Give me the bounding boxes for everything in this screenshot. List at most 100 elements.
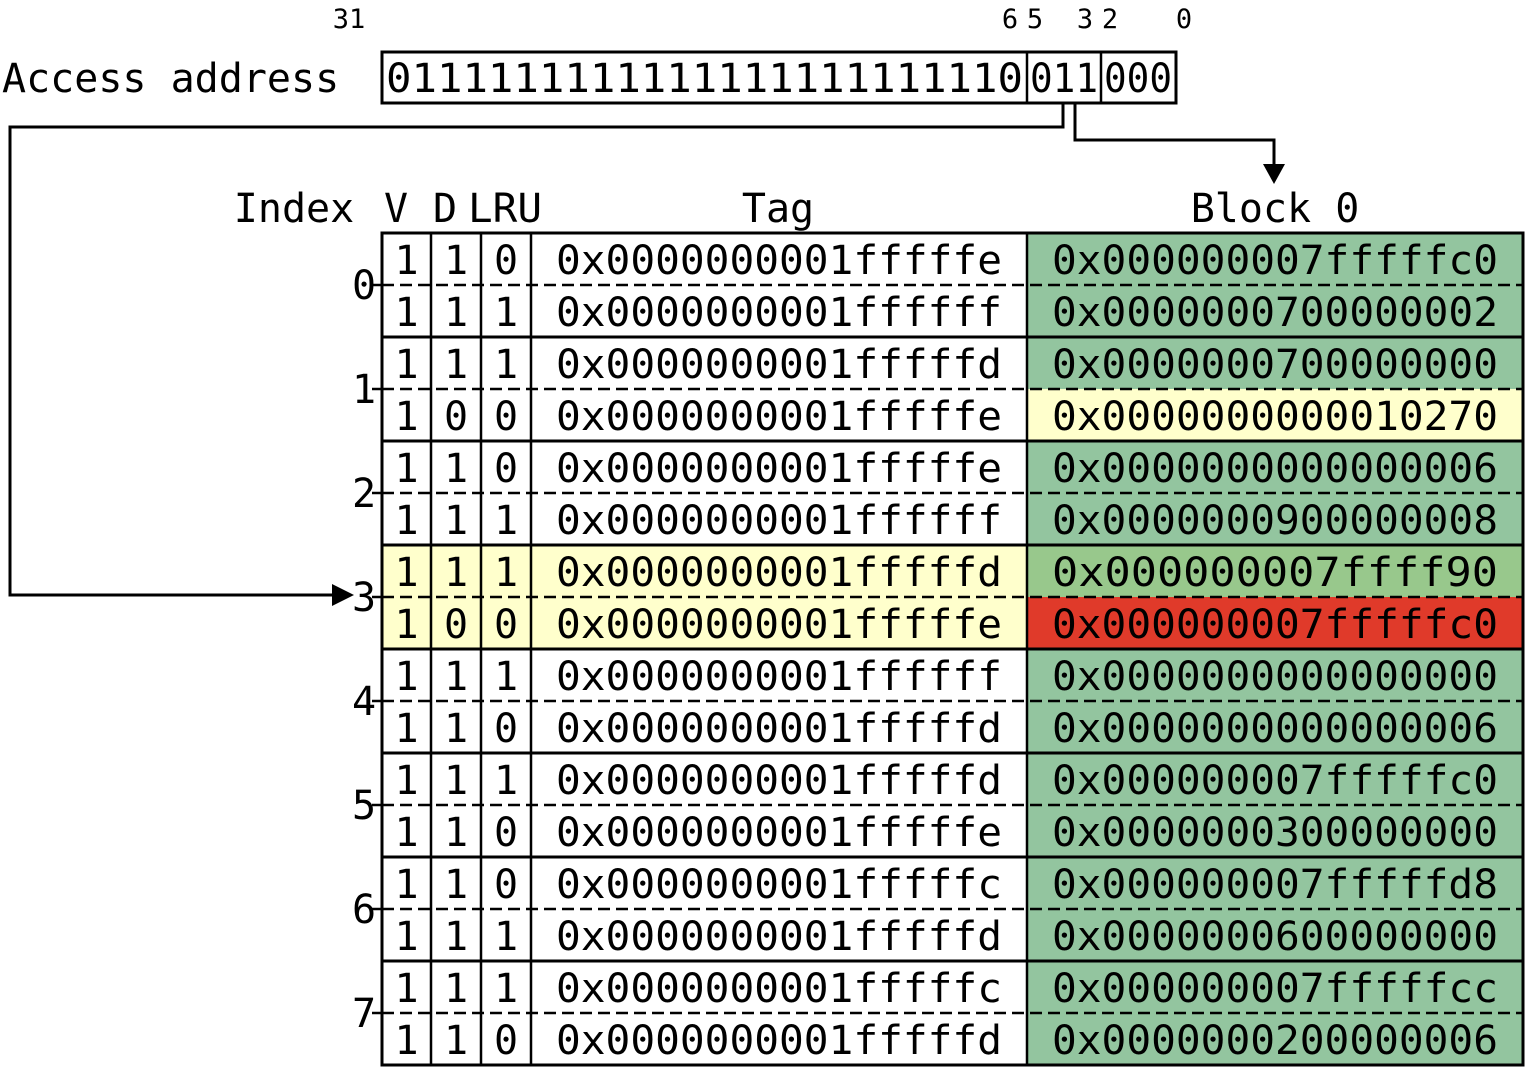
bit-label-2: 2 <box>1102 4 1118 35</box>
table-border <box>380 231 1525 1067</box>
bit-label-3: 3 <box>1077 4 1093 35</box>
table-row: 1 1 0 0x0000000001fffffd 0x0000000000000006 <box>382 701 1523 753</box>
table-row: 1 1 0 0x0000000001fffffe 0x0000000000000006 <box>382 441 1523 493</box>
valid-bit: 1 <box>394 862 418 908</box>
address-box: 0111111111111111111111110 011 000 <box>380 50 1178 105</box>
valid-bit: 1 <box>394 394 418 440</box>
row-data-bg <box>1027 337 1523 389</box>
row-meta-bg <box>382 805 1027 857</box>
row-data-bg <box>1027 233 1523 285</box>
access-address-label: Access address <box>2 56 339 102</box>
cache-set-1: 1 1 1 0x0000000001fffffd 0x00000007000000001… <box>352 335 1523 441</box>
tag-value: 0x0000000001fffffd <box>556 342 1002 388</box>
row-data-bg <box>1027 805 1523 857</box>
block-value: 0x0000000000000006 <box>1052 446 1498 492</box>
table-row: 1 1 0 0x0000000001fffffe 0x0000000300000000 <box>382 805 1523 857</box>
dirty-bit: 0 <box>444 394 468 440</box>
dirty-bit: 1 <box>444 498 468 544</box>
table-row: 1 1 1 0x0000000001fffffd 0x000000007fffffc0 <box>382 753 1523 805</box>
valid-bit: 1 <box>394 914 418 960</box>
row-data-bg <box>1027 545 1523 597</box>
dirty-bit: 1 <box>444 810 468 856</box>
row-data-bg <box>1027 493 1523 545</box>
tag-value: 0x0000000001fffffe <box>556 446 1002 492</box>
lru-bit: 1 <box>494 758 518 804</box>
row-meta-bg <box>382 233 1027 285</box>
row-meta-bg <box>382 285 1027 337</box>
block-value: 0x0000000000000000 <box>1052 654 1498 700</box>
valid-bit: 1 <box>394 238 418 284</box>
row-meta-bg <box>382 545 1027 597</box>
valid-bit: 1 <box>394 550 418 596</box>
block-value: 0x000000007fffffc0 <box>1052 758 1498 804</box>
address-offset-bits: 000 <box>1104 56 1172 102</box>
row-meta-bg <box>382 441 1027 493</box>
valid-bit: 1 <box>394 654 418 700</box>
valid-bit: 1 <box>394 290 418 336</box>
header-d: D <box>433 186 457 232</box>
lru-bit: 0 <box>494 810 518 856</box>
tag-value: 0x0000000001fffffc <box>556 862 1002 908</box>
valid-bit: 1 <box>394 706 418 752</box>
row-meta-bg <box>382 961 1027 1013</box>
table-row: 1 1 1 0x0000000001fffffd 0x0000000600000000 <box>382 909 1523 961</box>
row-data-bg <box>1027 389 1523 441</box>
table-row: 1 1 1 0x0000000001fffffd 0x0000000700000000 <box>382 337 1523 389</box>
cache-set-4: 1 1 1 0x0000000001ffffff 0x00000000000000001… <box>352 647 1523 753</box>
row-meta-bg <box>382 857 1027 909</box>
dirty-bit: 1 <box>444 758 468 804</box>
dirty-bit: 1 <box>444 914 468 960</box>
bit-label-6: 6 <box>1002 4 1018 35</box>
index-arrow-head <box>332 584 354 606</box>
header-tag: Tag <box>742 186 814 232</box>
cache-set-5: 1 1 1 0x0000000001fffffd 0x000000007fffffc01… <box>352 751 1523 857</box>
lru-bit: 0 <box>494 446 518 492</box>
row-data-bg <box>1027 701 1523 753</box>
dirty-bit: 1 <box>444 238 468 284</box>
table-row: 1 1 0 0x0000000001fffffd 0x0000000200000006 <box>382 1013 1523 1065</box>
dirty-bit: 1 <box>444 446 468 492</box>
cache-set-0: 1 1 0 0x0000000001fffffe 0x000000007fffffc01… <box>352 233 1523 337</box>
block-value: 0x000000007fffffcc <box>1052 966 1498 1012</box>
row-meta-bg <box>382 337 1027 389</box>
header-block: Block 0 <box>1191 186 1360 232</box>
block-value: 0x0000000600000000 <box>1052 914 1498 960</box>
bit-position-labels: 31 6 5 3 2 0 <box>333 4 1192 35</box>
dirty-bit: 1 <box>444 290 468 336</box>
table-row: 1 1 1 0x0000000001fffffc 0x000000007fffffcc <box>382 961 1523 1013</box>
lru-bit: 0 <box>494 238 518 284</box>
lru-bit: 1 <box>494 342 518 388</box>
lru-bit: 1 <box>494 550 518 596</box>
lru-bit: 0 <box>494 862 518 908</box>
row-meta-bg <box>382 701 1027 753</box>
row-meta-bg <box>382 649 1027 701</box>
dirty-bit: 1 <box>444 342 468 388</box>
block-value: 0x000000007fffffc0 <box>1052 238 1498 284</box>
valid-bit: 1 <box>394 446 418 492</box>
header-v: V <box>384 186 408 232</box>
column-headers: Index V D LRU Tag Block 0 <box>234 186 1360 232</box>
bit-label-31: 31 <box>333 4 366 35</box>
tag-value: 0x0000000001fffffe <box>556 810 1002 856</box>
row-meta-bg <box>382 753 1027 805</box>
index-arrow <box>8 103 1065 597</box>
row-data-bg <box>1027 857 1523 909</box>
table-row: 1 1 1 0x0000000001fffffd 0x000000007ffff90 <box>382 545 1523 597</box>
table-row: 1 1 0 0x0000000001fffffe 0x000000007fffffc0 <box>382 233 1523 285</box>
row-data-bg <box>1027 753 1523 805</box>
dirty-bit: 1 <box>444 862 468 908</box>
offset-arrow-head <box>1263 164 1285 184</box>
block-value: 0x0000000300000000 <box>1052 810 1498 856</box>
block-value: 0x0000000700000000 <box>1052 342 1498 388</box>
lru-bit: 1 <box>494 966 518 1012</box>
cache-set-7: 1 1 1 0x0000000001fffffc 0x000000007fffffcc1… <box>352 959 1523 1065</box>
tag-value: 0x0000000001fffffd <box>556 914 1002 960</box>
table-row: 1 0 0 0x0000000001fffffe 0x0000000000010270 <box>382 389 1523 441</box>
row-meta-bg <box>382 909 1027 961</box>
row-data-bg <box>1027 909 1523 961</box>
table-row: 1 1 0 0x0000000001fffffc 0x000000007fffffd8 <box>382 857 1523 909</box>
dirty-bit: 0 <box>444 602 468 648</box>
tag-value: 0x0000000001fffffd <box>556 706 1002 752</box>
block-value: 0x000000007fffffc0 <box>1052 602 1498 648</box>
